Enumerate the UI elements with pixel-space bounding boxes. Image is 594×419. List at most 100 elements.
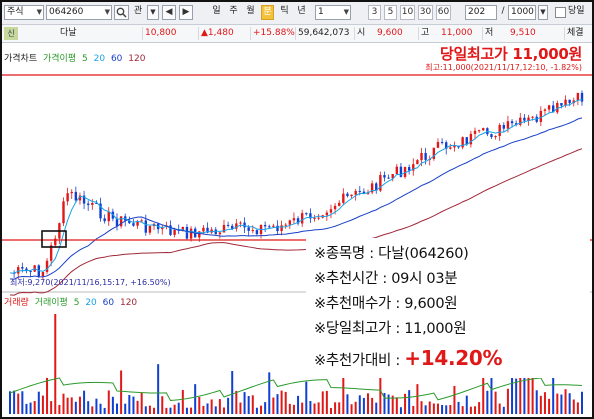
volume-bar	[78, 396, 81, 414]
tf-day[interactable]: 일	[212, 6, 221, 16]
interval-3[interactable]: 3	[368, 5, 381, 20]
candle-body	[119, 216, 123, 227]
volume-bar	[21, 391, 24, 414]
ratio-prefix: ※추천가대비 :	[314, 353, 400, 369]
candle-body	[99, 203, 102, 219]
ma120-label: 120	[128, 54, 146, 64]
tf-year[interactable]: 년	[297, 6, 306, 16]
code-input[interactable]: 064260 ▼	[46, 5, 112, 20]
candle-body	[350, 194, 353, 197]
volume-bar	[177, 402, 180, 414]
volume-bar	[465, 395, 468, 414]
total-dropdown-icon[interactable]: ▼	[538, 5, 548, 20]
candle-body	[502, 124, 506, 129]
volume-bar	[568, 393, 571, 414]
volume-bar	[148, 405, 151, 414]
volume-bar	[445, 405, 448, 414]
candle-body	[395, 166, 399, 174]
volume-bar	[539, 395, 542, 414]
count-input[interactable]: 202	[465, 5, 497, 20]
candle-body	[362, 191, 366, 194]
candle-body	[543, 109, 547, 111]
candle-body	[185, 227, 189, 239]
volume-bar	[408, 390, 411, 414]
candle-body	[531, 116, 534, 118]
total-input[interactable]: 1000	[508, 5, 536, 20]
candle-body	[370, 183, 374, 193]
ma60-label: 60	[110, 54, 123, 64]
search-icon[interactable]	[114, 5, 129, 20]
volume-bar	[527, 361, 530, 414]
low-note: 최저:9,270(2021/11/16,15:17, +16.50%)	[10, 278, 171, 287]
market-select[interactable]: 주식 ▼	[4, 5, 44, 20]
tf-tick[interactable]: 틱	[280, 6, 289, 16]
volume-ma-label: 거래이평	[34, 298, 68, 308]
candle-body	[379, 175, 382, 191]
candle-body	[391, 173, 394, 179]
volume-bar	[235, 390, 238, 414]
vol-ma5-label: 5	[73, 298, 80, 308]
candle-body	[272, 225, 275, 227]
candle-body	[66, 193, 69, 202]
volume-bar	[165, 407, 168, 414]
volume-bar	[531, 367, 534, 414]
stock-name: 다날	[60, 28, 77, 38]
candle-body	[477, 130, 481, 132]
volume-bar	[243, 392, 246, 414]
candle-body	[62, 201, 65, 224]
chart-area[interactable]: 가격차트 가격이평 5 20 60 120 당일최고가 11,000원 최고:1…	[2, 43, 592, 417]
volume-bar	[268, 372, 271, 414]
candle-body	[305, 213, 308, 215]
ratio-value: +14.20%	[404, 346, 503, 370]
volume-bar	[107, 390, 110, 414]
volume-bar	[198, 397, 201, 414]
interval-select[interactable]: 1 ▼	[315, 5, 351, 20]
prev-icon[interactable]: ◀	[162, 5, 176, 20]
candle-body	[412, 164, 415, 171]
interval-10[interactable]: 10	[400, 5, 415, 20]
candle-body	[309, 213, 312, 219]
interval-30[interactable]: 30	[418, 5, 433, 20]
candle-body	[144, 220, 147, 233]
candle-body	[375, 183, 378, 191]
volume-bar	[502, 406, 505, 414]
volume-bar	[124, 403, 127, 414]
volume-bar	[276, 394, 279, 414]
candle-body	[202, 227, 205, 232]
interval-5[interactable]: 5	[384, 5, 397, 20]
volume-bar	[194, 384, 197, 414]
volume-bar	[95, 398, 98, 414]
volume-bar	[412, 405, 415, 414]
candle-body	[251, 230, 254, 232]
candle-body	[564, 99, 567, 106]
interval-60[interactable]: 60	[436, 5, 451, 20]
candle-body	[41, 271, 45, 277]
count-value: 202	[468, 7, 486, 17]
volume-bar	[111, 396, 114, 414]
tf-week[interactable]: 주	[229, 6, 238, 16]
candle-body	[21, 267, 24, 269]
volume-bar	[560, 394, 563, 414]
volume-bar	[441, 405, 444, 414]
high-label: 고	[418, 27, 429, 40]
tf-month[interactable]: 월	[246, 6, 255, 16]
change-percent: +15.88%	[250, 27, 295, 40]
candle-body	[580, 92, 584, 102]
volume-bar	[523, 371, 526, 414]
low-label: 저	[482, 27, 493, 40]
watch-button[interactable]: 관	[133, 6, 143, 16]
volume-bar	[87, 401, 90, 414]
volume-bar	[284, 391, 287, 414]
candle-body	[383, 175, 386, 178]
candle-body	[313, 217, 316, 219]
today-checkbox[interactable]	[555, 7, 566, 18]
volume-bar	[535, 390, 538, 414]
tf-minute[interactable]: 분	[261, 5, 274, 20]
next-icon[interactable]: ▶	[179, 5, 193, 20]
dropdown-icon[interactable]: ▼	[147, 5, 159, 20]
volume-bar	[62, 393, 65, 414]
exec-tab[interactable]: 체결	[564, 27, 584, 40]
candle-body	[469, 133, 473, 145]
candle-body	[247, 227, 250, 231]
volume-bar	[70, 397, 73, 414]
